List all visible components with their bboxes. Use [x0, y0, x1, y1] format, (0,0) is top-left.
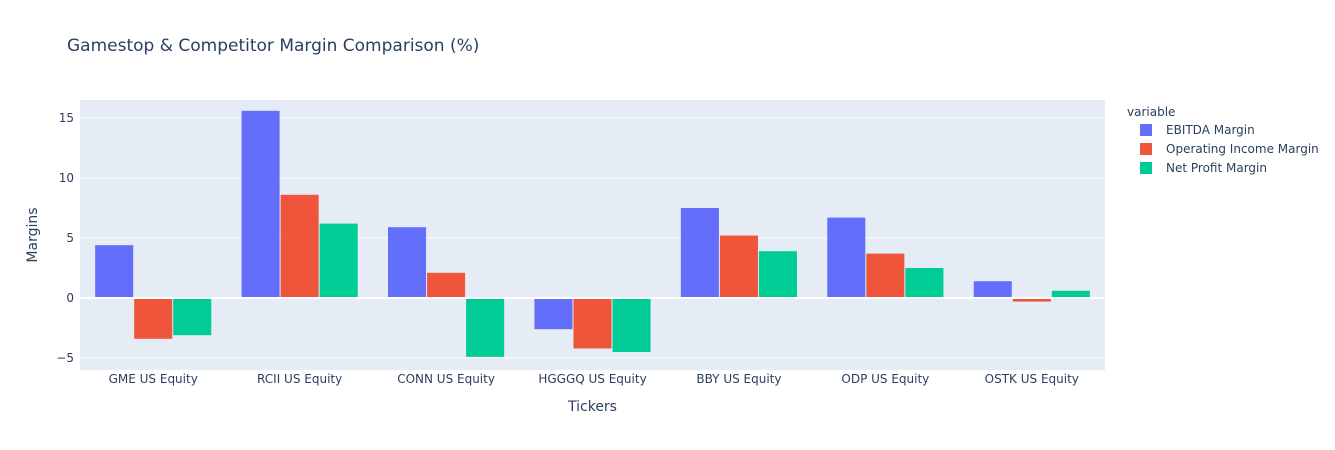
bar[interactable]: [534, 298, 573, 330]
y-tick-labels: −5 0 5 10 15: [56, 111, 74, 365]
legend[interactable]: variable EBITDA Margin Operating Income M…: [1127, 105, 1319, 175]
bar[interactable]: [612, 298, 651, 352]
legend-title: variable: [1127, 105, 1175, 119]
bar[interactable]: [719, 235, 758, 298]
bar[interactable]: [827, 217, 866, 298]
legend-swatch: [1140, 124, 1152, 136]
x-tick-label: GME US Equity: [109, 372, 198, 386]
y-tick-label: 15: [59, 111, 74, 125]
bar[interactable]: [427, 272, 466, 298]
bar[interactable]: [173, 298, 212, 336]
bar[interactable]: [95, 245, 134, 298]
x-tick-label: BBY US Equity: [696, 372, 781, 386]
bar[interactable]: [973, 281, 1012, 298]
bar[interactable]: [319, 223, 358, 298]
bar[interactable]: [1012, 298, 1051, 302]
legend-item[interactable]: Operating Income Margin: [1140, 142, 1319, 156]
y-axis-title: Margins: [25, 207, 41, 262]
chart-title: Gamestop & Competitor Margin Comparison …: [67, 36, 479, 56]
x-tick-label: CONN US Equity: [397, 372, 495, 386]
bar[interactable]: [680, 208, 719, 298]
legend-label: Operating Income Margin: [1166, 142, 1319, 156]
bar[interactable]: [905, 268, 944, 298]
y-tick-label: −5: [56, 351, 74, 365]
legend-label: EBITDA Margin: [1166, 123, 1255, 137]
bar[interactable]: [280, 194, 319, 298]
legend-item[interactable]: Net Profit Margin: [1140, 161, 1267, 175]
bar[interactable]: [241, 110, 280, 298]
bar[interactable]: [134, 298, 173, 339]
bar[interactable]: [388, 227, 427, 298]
bar[interactable]: [466, 298, 505, 357]
legend-label: Net Profit Margin: [1166, 161, 1267, 175]
x-tick-label: ODP US Equity: [841, 372, 929, 386]
bar[interactable]: [758, 251, 797, 298]
y-tick-label: 5: [66, 231, 74, 245]
x-tick-label: OSTK US Equity: [985, 372, 1079, 386]
y-tick-label: 10: [59, 171, 74, 185]
x-axis-title: Tickers: [567, 399, 617, 415]
y-tick-label: 0: [66, 291, 74, 305]
bar[interactable]: [866, 253, 905, 298]
legend-item[interactable]: EBITDA Margin: [1140, 123, 1255, 137]
x-tick-labels: GME US Equity RCII US Equity CONN US Equit…: [109, 372, 1079, 386]
legend-swatch: [1140, 162, 1152, 174]
x-tick-label: RCII US Equity: [257, 372, 342, 386]
legend-swatch: [1140, 143, 1152, 155]
bars: [95, 110, 1090, 357]
x-tick-label: HGGGQ US Equity: [538, 372, 646, 386]
bar[interactable]: [1051, 290, 1090, 298]
bar[interactable]: [573, 298, 612, 349]
